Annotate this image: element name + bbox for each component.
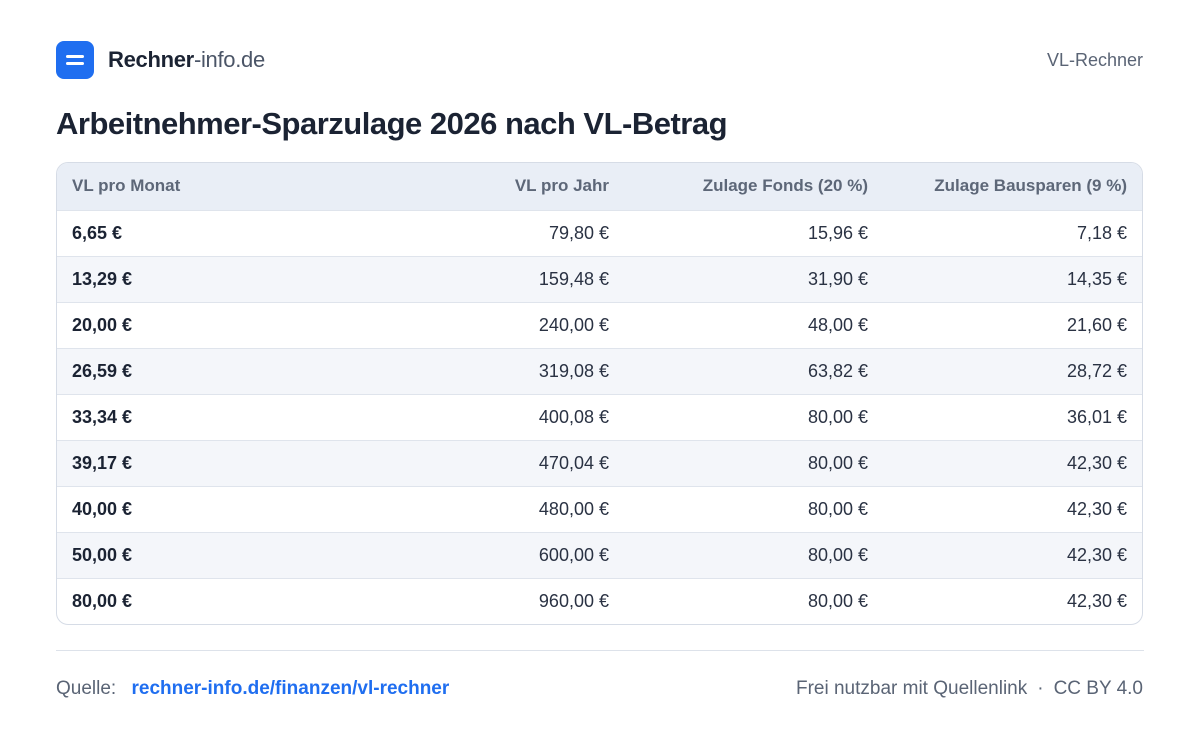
- cell-zulage-bausparen: 14,35 €: [1066, 268, 1127, 289]
- cell-zulage-bausparen: 42,30 €: [1066, 544, 1127, 565]
- page-title: Arbeitnehmer-Sparzulage 2026 nach VL-Bet…: [56, 106, 728, 141]
- footer: Quelle: rechner-info.de/finanzen/vl-rech…: [56, 674, 1143, 704]
- brand[interactable]: Rechner -info.de: [56, 41, 265, 79]
- cell-zulage-bausparen: 42,30 €: [1066, 452, 1127, 473]
- cell-zulage-fonds: 48,00 €: [807, 314, 868, 335]
- license-info: Frei nutzbar mit Quellenlink · CC BY 4.0: [796, 678, 1143, 700]
- source: Quelle: rechner-info.de/finanzen/vl-rech…: [56, 678, 449, 700]
- cell-vl-jahr: 470,04 €: [538, 452, 609, 473]
- cell-vl-jahr: 960,00 €: [538, 590, 609, 611]
- cell-vl-monat: 26,59 €: [72, 360, 133, 381]
- cell-zulage-bausparen: 36,01 €: [1066, 406, 1127, 427]
- table-row: 26,59 € 319,08 € 63,82 € 28,72 €: [57, 348, 1142, 394]
- cell-vl-jahr: 79,80 €: [548, 222, 609, 243]
- cell-zulage-fonds: 63,82 €: [807, 360, 868, 381]
- sparzulage-table-container: VL pro Monat VL pro Jahr Zulage Fonds (2…: [56, 162, 1143, 625]
- cell-vl-monat: 80,00 €: [72, 590, 133, 611]
- usage-note: Frei nutzbar mit Quellenlink: [795, 678, 1028, 699]
- cell-vl-monat: 39,17 €: [72, 452, 133, 473]
- cell-vl-jahr: 319,08 €: [538, 360, 609, 381]
- sparzulage-table: VL pro Monat VL pro Jahr Zulage Fonds (2…: [57, 163, 1142, 624]
- cell-zulage-fonds: 80,00 €: [807, 590, 868, 611]
- cell-zulage-bausparen: 42,30 €: [1066, 498, 1127, 519]
- cell-vl-jahr: 159,48 €: [538, 268, 609, 289]
- brand-suffix: -info.de: [193, 47, 265, 72]
- table-row: 13,29 € 159,48 € 31,90 € 14,35 €: [57, 256, 1142, 302]
- cell-vl-monat: 40,00 €: [72, 498, 133, 519]
- brand-name: Rechner: [108, 47, 194, 72]
- cell-vl-jahr: 240,00 €: [538, 314, 609, 335]
- separator: ·: [1037, 678, 1044, 699]
- table-row: 20,00 € 240,00 € 48,00 € 21,60 €: [57, 302, 1142, 348]
- logo-icon: [56, 41, 94, 79]
- cell-vl-monat: 33,34 €: [72, 406, 133, 427]
- cell-vl-monat: 13,29 €: [72, 268, 133, 289]
- cell-zulage-bausparen: 21,60 €: [1066, 314, 1127, 335]
- table-row: 50,00 € 600,00 € 80,00 € 42,30 €: [57, 532, 1142, 578]
- license-label: CC BY 4.0: [1053, 678, 1143, 699]
- cell-zulage-bausparen: 28,72 €: [1066, 360, 1127, 381]
- table-row: 80,00 € 960,00 € 80,00 € 42,30 €: [57, 578, 1142, 624]
- source-link[interactable]: rechner-info.de/finanzen/vl-rechner: [131, 678, 450, 699]
- column-header-zulage-bausparen: Zulage Bausparen (9 %): [934, 176, 1127, 196]
- page-label: VL-Rechner: [1046, 49, 1143, 70]
- cell-vl-jahr: 400,08 €: [538, 406, 609, 427]
- footer-divider: [56, 650, 1144, 651]
- column-header-vl-jahr: VL pro Jahr: [514, 176, 609, 196]
- source-label: Quelle:: [56, 678, 117, 699]
- cell-zulage-fonds: 80,00 €: [807, 498, 868, 519]
- table-row: 6,65 € 79,80 € 15,96 € 7,18 €: [57, 210, 1142, 256]
- cell-zulage-fonds: 31,90 €: [807, 268, 868, 289]
- table-row: 40,00 € 480,00 € 80,00 € 42,30 €: [57, 486, 1142, 532]
- cell-vl-monat: 20,00 €: [72, 314, 133, 335]
- cell-zulage-fonds: 80,00 €: [807, 452, 868, 473]
- column-header-vl-monat: VL pro Monat: [72, 176, 181, 196]
- table-row: 39,17 € 470,04 € 80,00 € 42,30 €: [57, 440, 1142, 486]
- header: Rechner -info.de VL-Rechner: [56, 40, 1143, 80]
- cell-zulage-bausparen: 42,30 €: [1066, 590, 1127, 611]
- table-header-row: VL pro Monat VL pro Jahr Zulage Fonds (2…: [57, 163, 1142, 210]
- cell-vl-jahr: 480,00 €: [538, 498, 609, 519]
- cell-vl-jahr: 600,00 €: [538, 544, 609, 565]
- cell-zulage-bausparen: 7,18 €: [1076, 222, 1127, 243]
- table-row: 33,34 € 400,08 € 80,00 € 36,01 €: [57, 394, 1142, 440]
- cell-zulage-fonds: 80,00 €: [807, 544, 868, 565]
- column-header-zulage-fonds: Zulage Fonds (20 %): [702, 176, 868, 196]
- cell-zulage-fonds: 80,00 €: [807, 406, 868, 427]
- cell-vl-monat: 6,65 €: [72, 222, 123, 243]
- cell-vl-monat: 50,00 €: [72, 544, 133, 565]
- cell-zulage-fonds: 15,96 €: [807, 222, 868, 243]
